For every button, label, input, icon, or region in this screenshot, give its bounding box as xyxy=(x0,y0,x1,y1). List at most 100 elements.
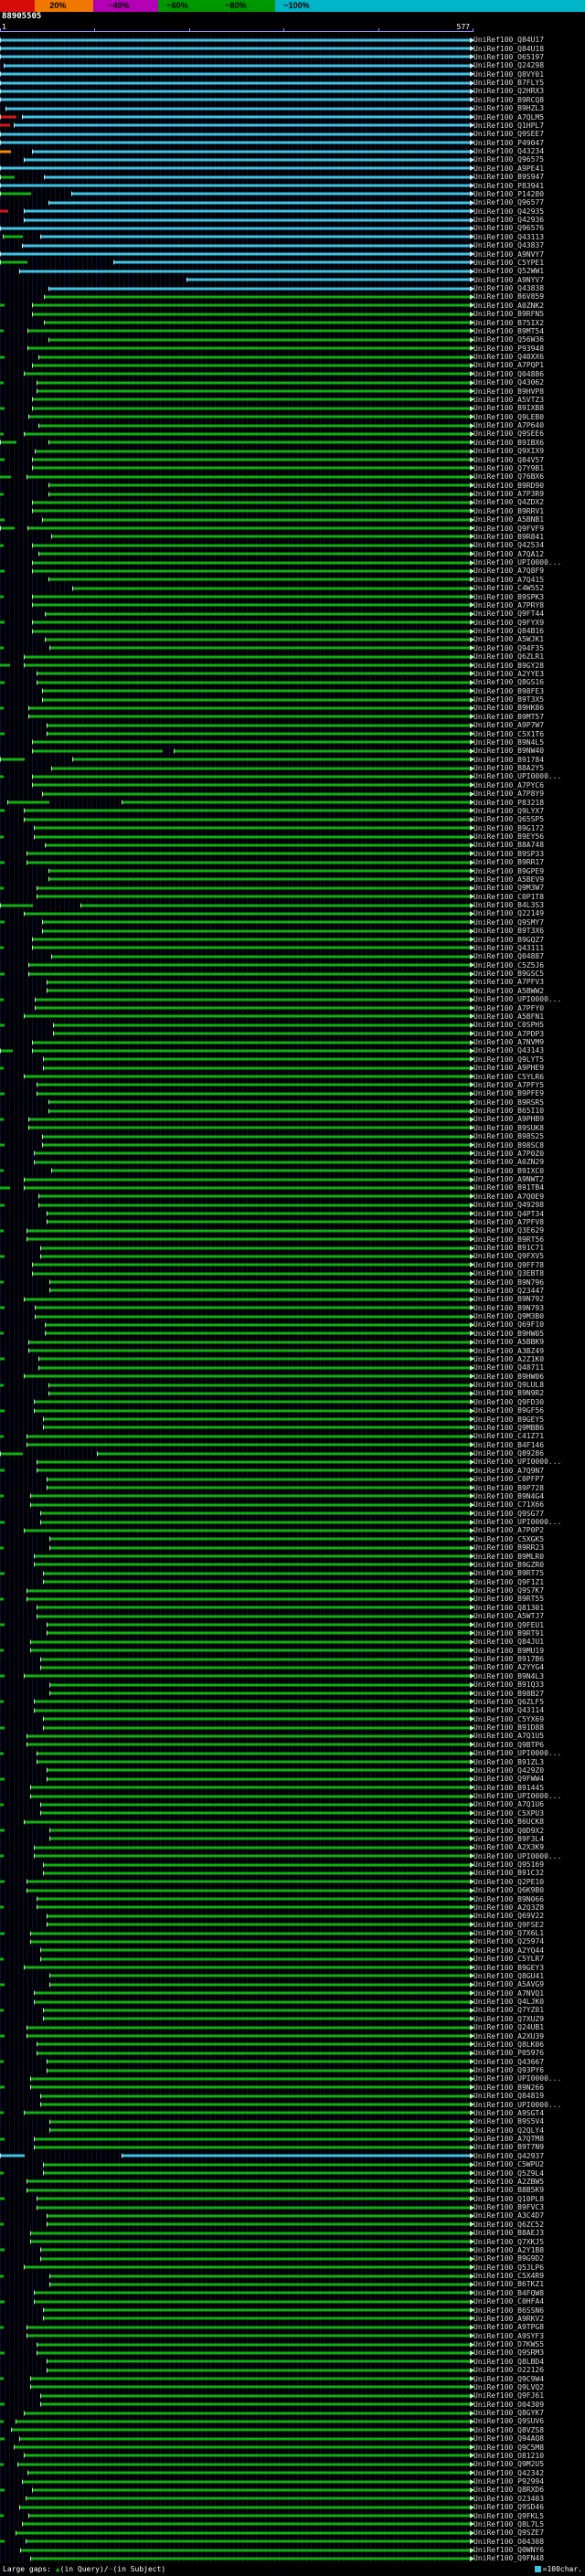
alignment-row[interactable]: UniRef100_P49047 xyxy=(0,138,585,147)
hit-label[interactable]: UniRef100_A7NVM9 xyxy=(471,1037,585,1047)
alignment-row[interactable]: UniRef100_B8AEJ3 xyxy=(0,2229,585,2238)
hit-bar-segment[interactable] xyxy=(22,2480,471,2484)
alignment-row[interactable]: UniRef100_O23403 xyxy=(0,2494,585,2503)
hit-label[interactable]: UniRef100_Q84JU1 xyxy=(471,1638,585,1647)
alignment-row[interactable]: UniRef100_Q69F10 xyxy=(0,1320,585,1330)
hit-label[interactable]: UniRef100_C5YX69 xyxy=(471,1714,585,1723)
hit-label[interactable]: UniRef100_B4F146 xyxy=(471,1440,585,1449)
alignment-row[interactable]: UniRef100_B9S947 xyxy=(0,173,585,182)
hit-label[interactable]: UniRef100_B9HW05 xyxy=(471,1329,585,1338)
hit-label[interactable]: UniRef100_Q9F1Z1 xyxy=(471,1577,585,1586)
alignment-bars[interactable] xyxy=(0,995,474,1004)
alignment-bars[interactable] xyxy=(0,1920,474,1929)
hit-label[interactable]: UniRef100_Q9C9W4 xyxy=(471,2374,585,2383)
hit-label[interactable]: UniRef100_B9RT56 xyxy=(471,1235,585,1244)
alignment-row[interactable]: UniRef100_Q9M3B0 xyxy=(0,1311,585,1321)
alignment-row[interactable]: UniRef100_B9RR23 xyxy=(0,1543,585,1553)
hit-bar-segment[interactable] xyxy=(0,1229,5,1233)
alignment-bars[interactable] xyxy=(0,1963,474,1972)
hit-bar-segment[interactable] xyxy=(46,1212,471,1215)
alignment-bars[interactable] xyxy=(0,2408,474,2418)
hit-label[interactable]: UniRef100_Q9FYX9 xyxy=(471,618,585,627)
alignment-row[interactable]: UniRef100_Q9LEB0 xyxy=(0,412,585,421)
alignment-row[interactable]: UniRef100_Q49298 xyxy=(0,1201,585,1210)
alignment-bars[interactable] xyxy=(0,1818,474,1827)
alignment-row[interactable]: UniRef100_Q23447 xyxy=(0,1286,585,1296)
hit-bar-segment[interactable] xyxy=(43,2017,471,2020)
hit-label[interactable]: UniRef100_Q49298 xyxy=(471,1201,585,1210)
hit-label[interactable]: UniRef100_O22126 xyxy=(471,2366,585,2375)
alignment-bars[interactable] xyxy=(0,1620,474,1629)
alignment-bars[interactable] xyxy=(0,1483,474,1492)
hit-label[interactable]: UniRef100_A5BBK9 xyxy=(471,1338,585,1347)
alignment-row[interactable]: UniRef100_Q42342 xyxy=(0,2468,585,2477)
hit-label[interactable]: UniRef100_P93948 xyxy=(471,344,585,353)
alignment-bars[interactable] xyxy=(0,2476,474,2486)
hit-bar-segment[interactable] xyxy=(0,1435,5,1438)
hit-label[interactable]: UniRef100_A7QA12 xyxy=(471,549,585,558)
hit-bar-segment[interactable] xyxy=(0,972,5,976)
hit-bar-segment[interactable] xyxy=(37,2206,471,2210)
hit-bar-segment[interactable] xyxy=(48,1392,471,1395)
alignment-row[interactable]: UniRef100_C5X1T6 xyxy=(0,729,585,738)
alignment-bars[interactable] xyxy=(0,1689,474,1698)
alignment-row[interactable]: UniRef100_A9NVY7 xyxy=(0,249,585,259)
hit-label[interactable]: UniRef100_B9G9D2 xyxy=(471,2254,585,2263)
alignment-bars[interactable] xyxy=(0,1500,474,1510)
hit-bar-segment[interactable] xyxy=(0,141,471,144)
hit-bar-segment[interactable] xyxy=(28,706,471,710)
alignment-bars[interactable] xyxy=(0,858,474,867)
alignment-row[interactable]: UniRef100_A7P0P2 xyxy=(0,1526,585,1535)
alignment-bars[interactable] xyxy=(0,1097,474,1107)
hit-bar-segment[interactable] xyxy=(37,1092,471,1096)
hit-label[interactable]: UniRef100_Q9XIX9 xyxy=(471,447,585,456)
alignment-row[interactable]: UniRef100_A5BBK9 xyxy=(0,1338,585,1347)
hit-bar-segment[interactable] xyxy=(33,1409,471,1413)
hit-bar-segment[interactable] xyxy=(0,1700,5,1703)
hit-bar-segment[interactable] xyxy=(0,663,10,667)
alignment-bars[interactable] xyxy=(0,2511,474,2520)
alignment-bars[interactable] xyxy=(0,1680,474,1690)
alignment-bars[interactable] xyxy=(0,1612,474,1621)
alignment-bars[interactable] xyxy=(0,1757,474,1766)
hit-bar-segment[interactable] xyxy=(23,209,471,213)
alignment-row[interactable]: UniRef100_O22126 xyxy=(0,2366,585,2375)
alignment-row[interactable]: UniRef100_B9RRV1 xyxy=(0,506,585,515)
alignment-bars[interactable] xyxy=(0,2486,474,2495)
alignment-row[interactable]: UniRef100_B98SC8 xyxy=(0,1140,585,1150)
hit-bar-segment[interactable] xyxy=(0,1572,5,1575)
alignment-bars[interactable] xyxy=(0,1526,474,1535)
alignment-row[interactable]: UniRef100_A5WTJ7 xyxy=(0,1612,585,1621)
hit-bar-segment[interactable] xyxy=(22,115,471,119)
alignment-row[interactable]: UniRef100_A2YYG4 xyxy=(0,1663,585,1672)
hit-bar-segment[interactable] xyxy=(49,1829,471,1832)
hit-label[interactable]: UniRef100_Q95169 xyxy=(471,1860,585,1870)
hit-bar-segment[interactable] xyxy=(37,1468,471,1472)
alignment-bars[interactable] xyxy=(0,335,474,345)
alignment-row[interactable]: UniRef100_Q93PY6 xyxy=(0,2065,585,2075)
alignment-row[interactable]: UniRef100_A2YQ44 xyxy=(0,1945,585,1955)
alignment-row[interactable]: UniRef100_B9N9R2 xyxy=(0,1389,585,1398)
alignment-bars[interactable] xyxy=(0,2134,474,2144)
alignment-bars[interactable] xyxy=(0,567,474,576)
hit-label[interactable]: UniRef100_Q04887 xyxy=(471,952,585,961)
alignment-row[interactable]: UniRef100_A9P7W7 xyxy=(0,721,585,730)
alignment-bars[interactable] xyxy=(0,986,474,995)
hit-label[interactable]: UniRef100_C5YLR6 xyxy=(471,1072,585,1081)
hit-label[interactable]: UniRef100_Q42936 xyxy=(471,215,585,225)
hit-label[interactable]: UniRef100_Q7XKJ5 xyxy=(471,2237,585,2246)
hit-label[interactable]: UniRef100_B9S5V4 xyxy=(471,2117,585,2126)
alignment-row[interactable]: UniRef100_Q8RXD6 xyxy=(0,2486,585,2495)
alignment-bars[interactable] xyxy=(0,1012,474,1022)
alignment-row[interactable]: UniRef100_P93948 xyxy=(0,344,585,353)
alignment-bars[interactable] xyxy=(0,2151,474,2160)
alignment-row[interactable]: UniRef100_Q8GS16 xyxy=(0,678,585,687)
alignment-row[interactable]: UniRef100_B9T7N9 xyxy=(0,2143,585,2152)
hit-bar-segment[interactable] xyxy=(174,749,471,753)
alignment-row[interactable]: UniRef100_Q2PE10 xyxy=(0,1877,585,1886)
hit-label[interactable]: UniRef100_A9NWT2 xyxy=(471,1174,585,1184)
hit-label[interactable]: UniRef100_B9IBX6 xyxy=(471,438,585,447)
hit-bar-segment[interactable] xyxy=(0,1726,5,1730)
alignment-row[interactable]: UniRef100_A9TPG8 xyxy=(0,2323,585,2332)
hit-bar-segment[interactable] xyxy=(46,1486,471,1489)
